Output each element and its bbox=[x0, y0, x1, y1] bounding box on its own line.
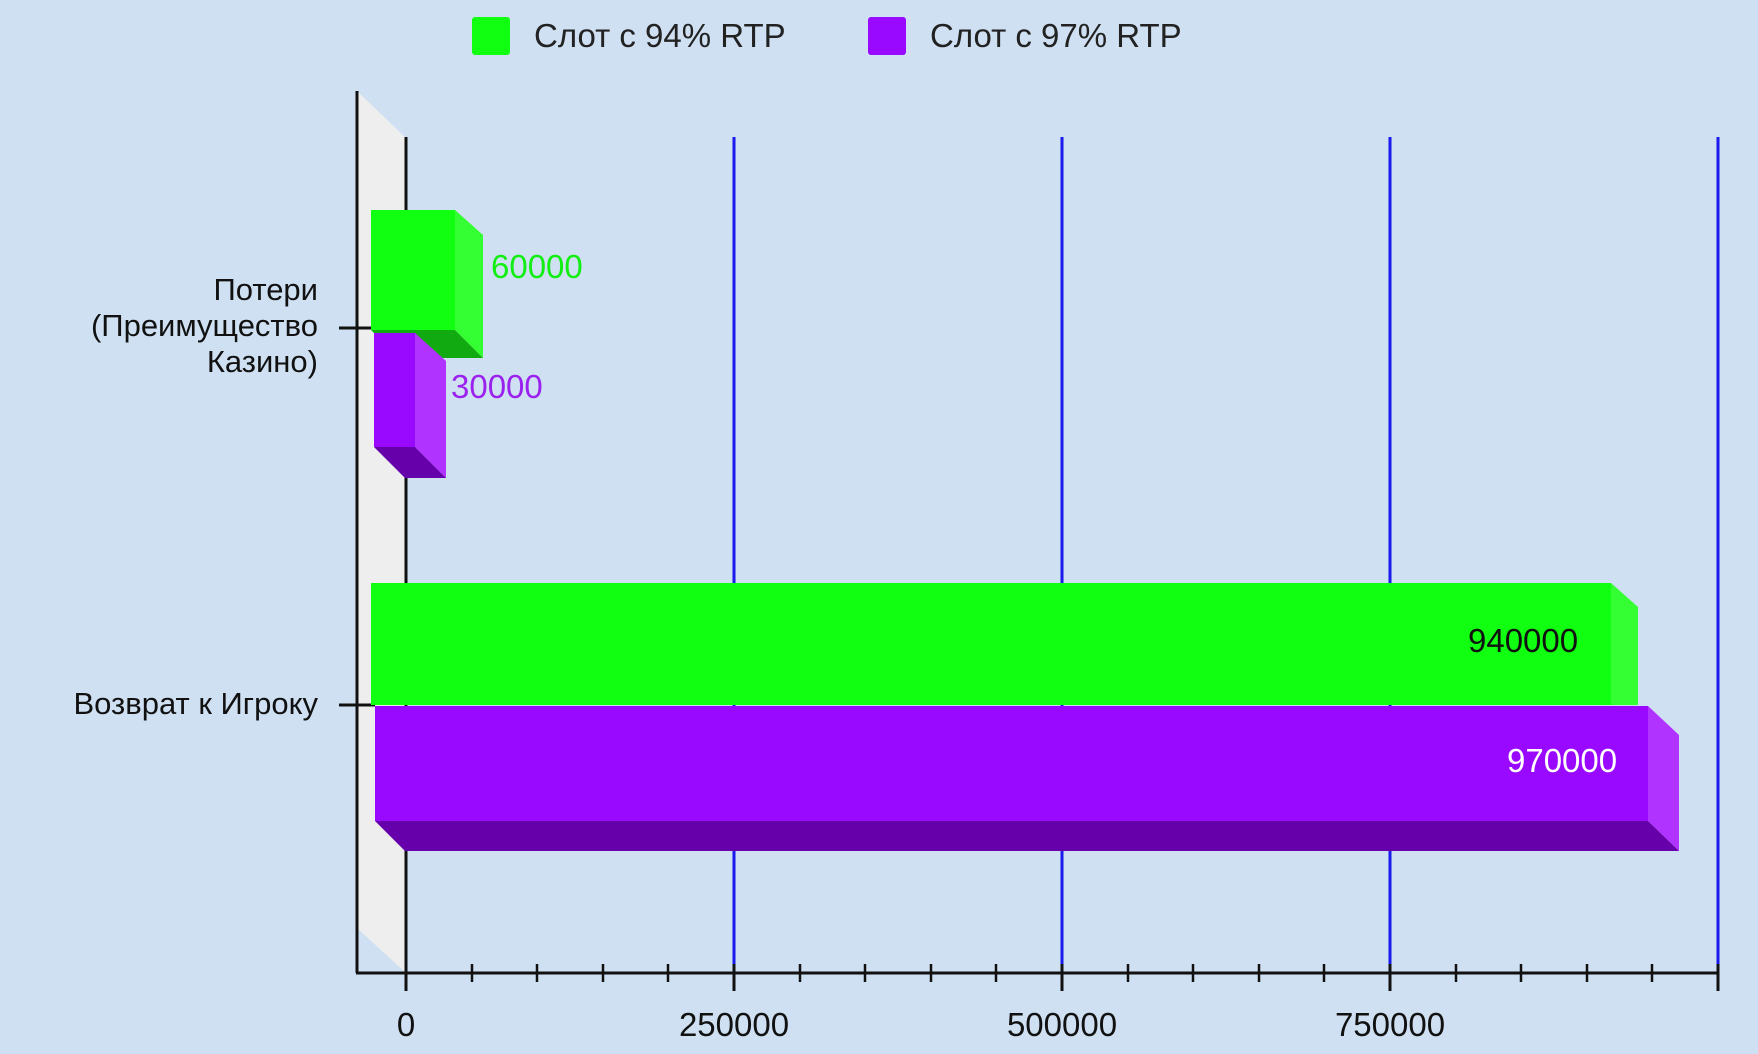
legend-label: Слот с 94% RTP bbox=[534, 17, 786, 54]
value-label-return-97: 970000 bbox=[1507, 742, 1618, 779]
x-tick-label-250000: 250000 bbox=[678, 1006, 790, 1043]
value-label-losses-94: 60000 bbox=[491, 248, 583, 285]
legend-swatch-green bbox=[472, 17, 510, 55]
x-tick-label-0: 0 bbox=[396, 1006, 416, 1043]
legend-item-97-rtp[interactable]: Слот с 97% RTP bbox=[868, 14, 1182, 58]
x-axis-major-ticks bbox=[404, 964, 1720, 991]
x-axis-minor-ticks bbox=[470, 964, 1654, 982]
category-label-line: (Преимущество bbox=[90, 308, 318, 343]
legend: Слот с 94% RTP Слот с 97% RTP bbox=[0, 14, 1758, 58]
bar-losses-97-rtp[interactable] bbox=[374, 333, 446, 478]
category-label-return: Возврат к Игроку bbox=[73, 686, 318, 722]
x-tick-label-500000: 500000 bbox=[1006, 1006, 1118, 1043]
category-label-line: Казино) bbox=[206, 344, 318, 379]
category-label-line: Возврат к Игроку bbox=[73, 686, 318, 721]
legend-swatch-purple bbox=[868, 17, 906, 55]
value-label-losses-97: 30000 bbox=[451, 368, 543, 405]
category-label-losses: Потери (Преимущество Казино) bbox=[91, 272, 318, 380]
category-label-line: Потери bbox=[213, 272, 319, 307]
x-tick-label-750000: 750000 bbox=[1334, 1006, 1446, 1043]
bar-return-94-rtp[interactable] bbox=[371, 583, 1638, 705]
legend-item-94-rtp[interactable]: Слот с 94% RTP bbox=[472, 14, 786, 58]
bar-return-97-rtp[interactable] bbox=[375, 706, 1679, 851]
legend-label: Слот с 97% RTP bbox=[930, 17, 1182, 54]
value-label-return-94: 940000 bbox=[1468, 622, 1579, 659]
